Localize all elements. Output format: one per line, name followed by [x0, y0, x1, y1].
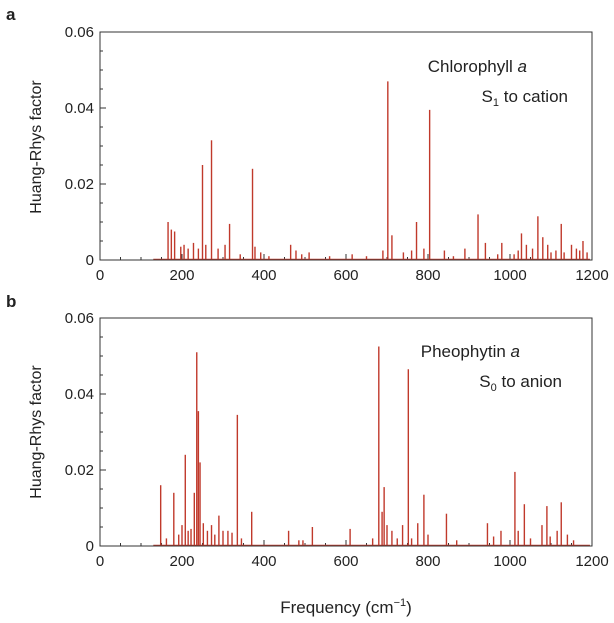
x-tick-label: 1200 [575, 267, 608, 284]
x-tick-label: 400 [251, 267, 276, 284]
x-tick-label: 800 [415, 553, 440, 570]
y-tick-label: 0.02 [65, 462, 94, 479]
panel-a-legend: Chlorophyll a S1 to cation [428, 57, 568, 109]
y-tick-label: 0.06 [65, 310, 94, 327]
panel-a-legend-transition: S1 to cation [482, 87, 568, 109]
plot-frame [99, 31, 593, 261]
x-tick-label: 0 [96, 267, 104, 284]
x-tick-label: 600 [333, 553, 358, 570]
x-tick-label: 1200 [575, 553, 608, 570]
panel-b: b Huang-Rhys factor 0 200 400 600 800 1000 120… [6, 292, 609, 570]
panel-a-label: a [6, 5, 16, 24]
x-axis-label: Frequency (cm−1) [280, 597, 412, 617]
panel-a-legend-molecule: Chlorophyll a [428, 57, 527, 76]
x-tick-label: 0 [96, 553, 104, 570]
panel-b-legend: Pheophytin a S0 to anion [421, 342, 562, 394]
panel-a-plot: 0 200 400 600 800 1000 1200 0 0.02 0.04 0.06 [65, 24, 609, 284]
x-tick-label: 1000 [493, 267, 526, 284]
x-tick-label: 400 [251, 553, 276, 570]
y-tick-label: 0.04 [65, 100, 94, 117]
panel-b-plot: 0 200 400 600 800 1000 1200 0 0.02 0.04 0.06 [65, 310, 609, 570]
y-tick-label: 0.04 [65, 386, 94, 403]
panel-b-legend-molecule: Pheophytin a [421, 342, 520, 361]
panel-a-ylabel: Huang-Rhys factor [28, 80, 45, 214]
panel-a: a Huang-Rhys factor 0 200 400 600 800 1000 120… [6, 5, 609, 284]
panel-b-legend-transition: S0 to anion [479, 372, 562, 394]
panel-b-ylabel: Huang-Rhys factor [28, 365, 45, 499]
x-tick-label: 600 [333, 267, 358, 284]
x-tick-label: 200 [169, 553, 194, 570]
y-tick-label: 0 [86, 538, 94, 555]
y-tick-label: 0 [86, 252, 94, 269]
y-tick-label: 0.06 [65, 24, 94, 41]
x-tick-label: 1000 [493, 553, 526, 570]
x-tick-label: 200 [169, 267, 194, 284]
plot-frame [99, 317, 593, 547]
panel-b-label: b [6, 292, 16, 311]
x-tick-label: 800 [415, 267, 440, 284]
y-tick-label: 0.02 [65, 176, 94, 193]
